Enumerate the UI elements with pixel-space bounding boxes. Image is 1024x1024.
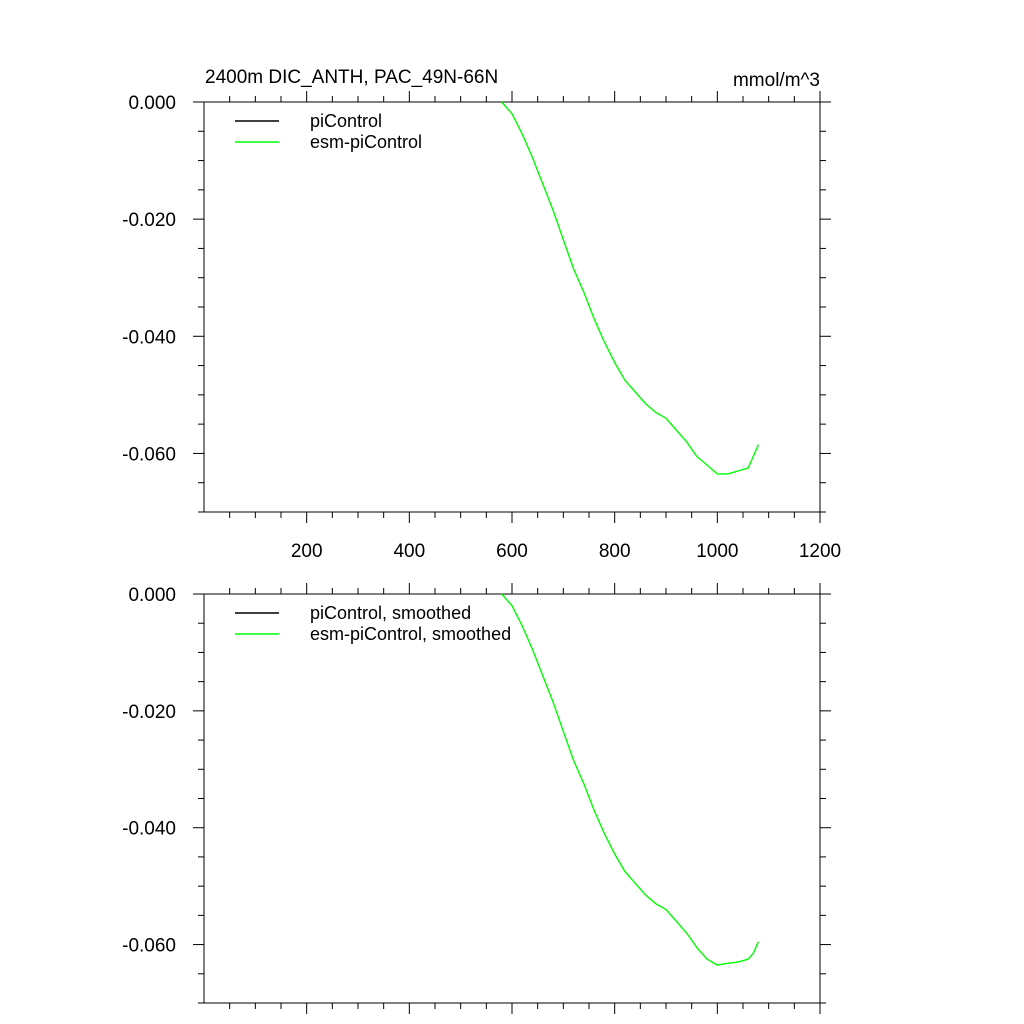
legend-label: piControl xyxy=(310,111,382,131)
panel-bottom: 0.000 -0.020 -0.040 -0.060 piControl, smooth… xyxy=(122,583,831,1014)
plot-frame xyxy=(203,101,821,513)
x-tick-label: 600 xyxy=(496,541,528,562)
legend-label: piControl, smoothed xyxy=(310,603,471,623)
y-tick-label: -0.020 xyxy=(122,702,176,723)
y-tick-label: -0.060 xyxy=(122,444,176,465)
y-tick-label: 0.000 xyxy=(128,93,176,114)
x-tick-label: 1000 xyxy=(696,541,738,562)
x-tick-label: 200 xyxy=(291,541,323,562)
x-tick-label: 1200 xyxy=(799,541,841,562)
legend-label: esm-piControl xyxy=(310,132,422,152)
legend-label: esm-piControl, smoothed xyxy=(310,624,511,644)
series-line-1 xyxy=(501,593,760,966)
units-label: mmol/m^3 xyxy=(733,70,820,91)
y-tick-label: -0.040 xyxy=(122,819,176,840)
chart-title: 2400m DIC_ANTH, PAC_49N-66N xyxy=(205,67,498,88)
plot-frame xyxy=(203,593,821,1004)
series-line-1 xyxy=(501,101,760,475)
x-tick-label: 400 xyxy=(393,541,425,562)
y-tick-label: -0.020 xyxy=(122,210,176,231)
y-tick-label: -0.060 xyxy=(122,936,176,957)
x-tick-label: 800 xyxy=(599,541,631,562)
y-tick-label: 0.000 xyxy=(128,585,176,606)
panel-top: 200 400 600 800 1000 1200 0.000 -0.020 -0.040 -0.… xyxy=(122,91,841,562)
y-tick-label: -0.040 xyxy=(122,327,176,348)
